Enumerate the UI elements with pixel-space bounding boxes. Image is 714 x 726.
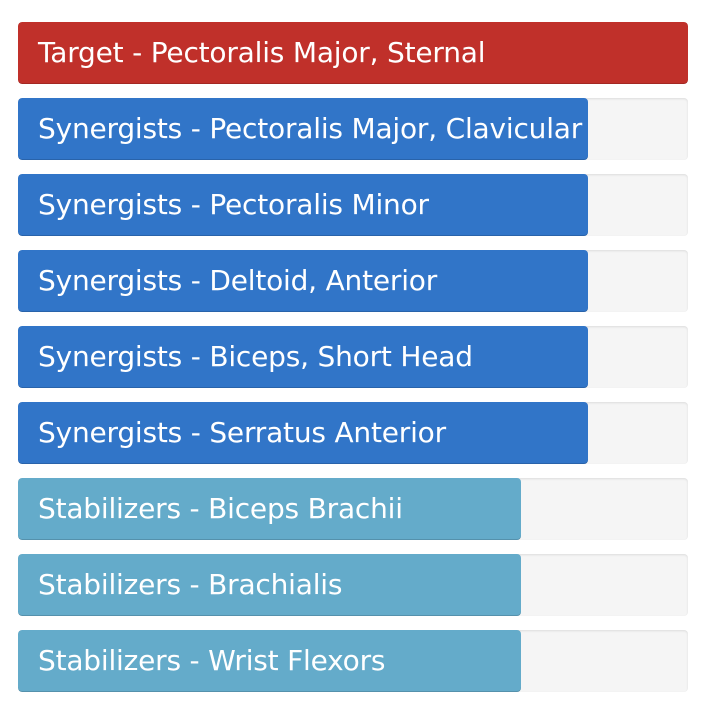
muscle-bar-fill <box>18 478 521 540</box>
muscle-bar-stabilizer: Stabilizers - Wrist Flexors <box>18 630 688 692</box>
muscle-bar-label: Stabilizers - Wrist Flexors <box>38 644 386 677</box>
muscle-bar-label: Synergists - Deltoid, Anterior <box>38 264 438 297</box>
muscle-bar-label: Synergists - Pectoralis Minor <box>38 188 429 221</box>
muscle-bar-fill <box>18 554 521 616</box>
muscle-list: Target - Pectoralis Major, Sternal Syner… <box>18 22 688 706</box>
muscle-bar-stabilizer: Stabilizers - Brachialis <box>18 554 688 616</box>
muscle-bar-fill <box>18 402 588 464</box>
muscle-bar-label: Synergists - Serratus Anterior <box>38 416 446 449</box>
muscle-bar-synergist: Synergists - Serratus Anterior <box>18 402 688 464</box>
muscle-bar-synergist: Synergists - Biceps, Short Head <box>18 326 688 388</box>
muscle-bar-fill <box>18 250 588 312</box>
muscle-bar-label: Stabilizers - Brachialis <box>38 568 343 601</box>
muscle-bar-label: Stabilizers - Biceps Brachii <box>38 492 403 525</box>
muscle-bar-synergist: Synergists - Pectoralis Minor <box>18 174 688 236</box>
muscle-bar-fill <box>18 98 588 160</box>
muscle-bar-label: Synergists - Biceps, Short Head <box>38 340 473 373</box>
muscle-bar-label: Synergists - Pectoralis Major, Clavicula… <box>38 112 583 145</box>
muscle-bar-stabilizer: Stabilizers - Biceps Brachii <box>18 478 688 540</box>
muscle-bar-fill <box>18 174 588 236</box>
muscle-bar-fill <box>18 630 521 692</box>
muscle-bar-synergist: Synergists - Deltoid, Anterior <box>18 250 688 312</box>
muscle-bar-target: Target - Pectoralis Major, Sternal <box>18 22 688 84</box>
muscle-bar-synergist: Synergists - Pectoralis Major, Clavicula… <box>18 98 688 160</box>
muscle-bar-fill <box>18 326 588 388</box>
muscle-bar-label: Target - Pectoralis Major, Sternal <box>38 36 486 69</box>
muscle-bar-fill <box>18 22 688 84</box>
